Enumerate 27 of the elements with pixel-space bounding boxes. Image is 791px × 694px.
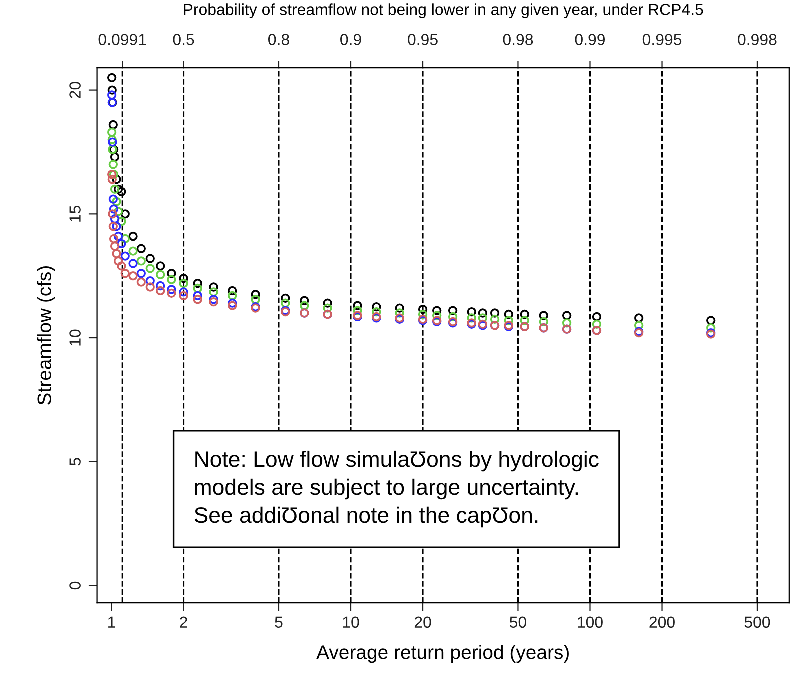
x-tick-label: 50 xyxy=(510,616,526,628)
y-tick-label: 15 xyxy=(70,206,81,222)
text: 0.0991 xyxy=(98,34,146,46)
y-tick-label: 20 xyxy=(70,82,81,98)
x-tick-label: 100 xyxy=(578,616,603,628)
x-tick-label: 500 xyxy=(744,616,770,628)
text: 0.99 xyxy=(575,34,606,46)
text: 0.8 xyxy=(268,34,290,46)
y-tick-label: 0 xyxy=(70,582,81,590)
text: 0.998 xyxy=(738,34,777,46)
y-tick-label: 10 xyxy=(70,330,81,346)
annotation: Note: Low flow simulaƱons by hydrologic models are subject to large uncertainty. See addiƱonal note in the capƱon. xyxy=(194,450,599,528)
y-axis-title: Streamflow (cfs) xyxy=(37,266,56,405)
x-tick-label: 10 xyxy=(343,616,360,628)
x-tick-label: 2 xyxy=(180,616,188,628)
x-tick-label: 20 xyxy=(414,616,432,628)
text: 0.98 xyxy=(503,34,534,46)
text: 0.995 xyxy=(642,34,682,46)
text: 0.5 xyxy=(173,34,194,46)
chart-title: Probability of streamflow not being lower in any given year, under RCP4.5 xyxy=(184,4,704,19)
x-tick-label: 5 xyxy=(275,616,283,628)
text: 0.95 xyxy=(408,34,438,46)
y-tick-label: 5 xyxy=(70,458,81,466)
x-tick-label: 200 xyxy=(650,616,675,628)
text: 0.9 xyxy=(340,34,362,46)
x-tick-label: 1 xyxy=(108,616,116,628)
x-axis-title: Average return period (years) xyxy=(316,645,569,664)
